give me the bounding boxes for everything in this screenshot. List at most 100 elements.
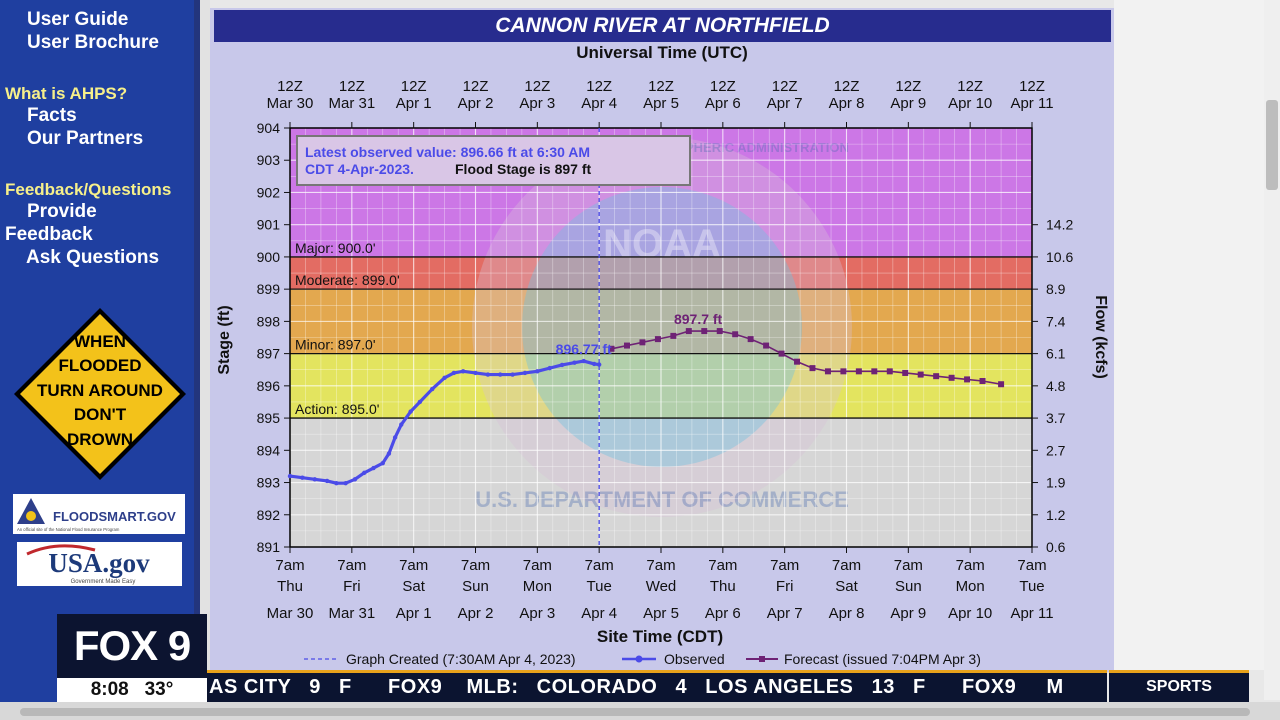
forecast-series xyxy=(608,328,1005,388)
forecast-point xyxy=(747,336,754,343)
floodsmart-logo[interactable]: FLOODSMART.GOV An official site of the N… xyxy=(13,494,185,534)
observed-point xyxy=(417,399,423,405)
user-guide-link[interactable]: User Guide xyxy=(27,9,129,30)
cdt-tick-day: Thu xyxy=(277,578,303,595)
observed-point xyxy=(343,480,348,486)
utc-tick-hour: 12Z xyxy=(710,78,736,95)
sign-face xyxy=(20,314,180,474)
partners-link[interactable]: Our Partners xyxy=(27,128,144,149)
fox9-logo: FOX 9 xyxy=(57,614,207,678)
utc-tick-date: Apr 11 xyxy=(1010,95,1053,112)
horizontal-scrollbar-thumb[interactable] xyxy=(20,708,1250,716)
legend-created-label: Graph Created (7:30AM Apr 4, 2023) xyxy=(346,651,576,667)
legend-observed-label: Observed xyxy=(664,651,725,667)
observed-point xyxy=(592,361,597,367)
forecast-point xyxy=(917,371,924,378)
flow-tick-label: 7.4 xyxy=(1046,313,1066,329)
peak-label: 896.77 ft xyxy=(556,341,612,357)
section-ahps[interactable]: What is AHPS? xyxy=(5,84,128,103)
flow-tick-label: 3.7 xyxy=(1046,410,1066,426)
flow-tick-label: 4.8 xyxy=(1046,378,1066,394)
stage-tick-label: 904 xyxy=(257,120,281,136)
user-brochure-link[interactable]: User Brochure xyxy=(27,32,159,53)
cdt-tick-day: Tue xyxy=(587,578,612,595)
usagov-label: USA.gov xyxy=(48,548,150,578)
cdt-tick-day: Tue xyxy=(1019,578,1044,595)
cdt-tick-date: Apr 8 xyxy=(829,605,865,622)
floodsmart-sun-icon xyxy=(26,511,36,521)
stage-tick-label: 902 xyxy=(257,184,281,200)
forecast-point xyxy=(639,339,646,346)
ticker-text: AS CITY 9 F FOX9 MLB: COLORADO 4 LOS ANG… xyxy=(209,676,1064,698)
floodsmart-label: FLOODSMART.GOV xyxy=(53,509,176,524)
cdt-tick-hour: 7am xyxy=(832,557,861,574)
cdt-tick-hour: 7am xyxy=(1017,557,1046,574)
provide-feedback-link-cont[interactable]: Feedback xyxy=(5,224,93,245)
utc-tick-date: Apr 9 xyxy=(890,95,926,112)
cdt-tick-hour: 7am xyxy=(646,557,675,574)
flood-warning-sign: WHEN FLOODED TURN AROUND DON'T DROWN xyxy=(14,308,186,480)
forecast-point xyxy=(701,328,708,335)
threshold-label: Moderate: 899.0' xyxy=(295,272,400,288)
observed-point xyxy=(324,478,330,484)
hydrograph-chart: NOAA NATIONAL OCEANIC AND ATMOSPHERIC AD… xyxy=(216,43,1109,667)
observed-point xyxy=(442,375,447,380)
facts-link[interactable]: Facts xyxy=(27,105,77,126)
flow-tick-label: 10.6 xyxy=(1046,249,1073,265)
flow-tick-label: 1.2 xyxy=(1046,507,1066,523)
cdt-tick-day: Fri xyxy=(343,578,361,595)
cdt-tick-date: Mar 30 xyxy=(267,605,314,622)
flow-axis: 0.6 1.2 1.9 2.7 3.7 4.8 6.1 7.4 8.9 10.6 14.2 xyxy=(1032,217,1073,555)
utc-tick-hour: 12Z xyxy=(339,78,365,95)
forecast-point xyxy=(763,342,770,349)
utc-tick-hour: 12Z xyxy=(277,78,303,95)
usagov-swoosh-icon xyxy=(26,544,96,556)
observed-point xyxy=(522,370,528,376)
cdt-tick-hour: 7am xyxy=(275,557,304,574)
info-box: Latest observed value: 896.66 ft at 6:30… xyxy=(296,135,691,186)
scrollbar-thumb[interactable] xyxy=(1266,100,1278,190)
forecast-point xyxy=(998,381,1005,388)
observed-point xyxy=(287,473,293,479)
utc-tick-hour: 12Z xyxy=(1019,78,1045,95)
stage-tick-label: 896 xyxy=(257,378,281,394)
forecast-point xyxy=(948,374,955,381)
info-line-1: Latest observed value: 896.66 ft at 6:30… xyxy=(305,144,590,160)
observed-point xyxy=(547,365,552,371)
cdt-tick-date: Apr 4 xyxy=(581,605,617,622)
stage-tick-label: 891 xyxy=(257,539,281,555)
observed-point xyxy=(460,369,466,374)
observed-point xyxy=(362,470,367,476)
info-line-2b: Flood Stage is 897 ft xyxy=(455,161,591,177)
provide-feedback-link[interactable]: Provide xyxy=(27,201,97,222)
forecast-point xyxy=(824,368,831,375)
forecast-point xyxy=(608,345,615,352)
observed-point xyxy=(535,369,540,374)
threshold-label: Major: 900.0' xyxy=(295,240,376,256)
observed-point xyxy=(380,461,385,466)
utc-tick-date: Apr 7 xyxy=(767,95,803,112)
ask-questions-link[interactable]: Ask Questions xyxy=(26,247,160,268)
legend-forecast-marker xyxy=(759,656,765,662)
utc-tick-hour: 12Z xyxy=(648,78,674,95)
flow-axis-title: Flow (kcfs) xyxy=(1092,295,1109,379)
forecast-point xyxy=(964,376,971,383)
observed-point xyxy=(399,422,404,427)
cdt-tick-day: Sat xyxy=(402,578,425,595)
stage-tick-label: 894 xyxy=(257,442,281,458)
stage-tick-label: 895 xyxy=(257,410,281,426)
forecast-point xyxy=(685,328,692,335)
gutter xyxy=(200,0,210,720)
cdt-tick-day: Mon xyxy=(523,578,552,595)
section-feedback: Feedback/Questions xyxy=(5,180,172,199)
forecast-point xyxy=(840,368,847,375)
cdt-tick-date: Mar 31 xyxy=(328,605,375,622)
usagov-logo[interactable]: USA.gov Government Made Easy xyxy=(17,542,182,586)
observed-point xyxy=(392,435,398,440)
utc-tick-hour: 12Z xyxy=(895,78,921,95)
utc-tick-hour: 12Z xyxy=(834,78,860,95)
cdt-tick-hour: 7am xyxy=(461,557,490,574)
cdt-tick-hour: 7am xyxy=(585,557,614,574)
stage-tick-label: 898 xyxy=(257,313,281,329)
cdt-tick-hour: 7am xyxy=(894,557,923,574)
